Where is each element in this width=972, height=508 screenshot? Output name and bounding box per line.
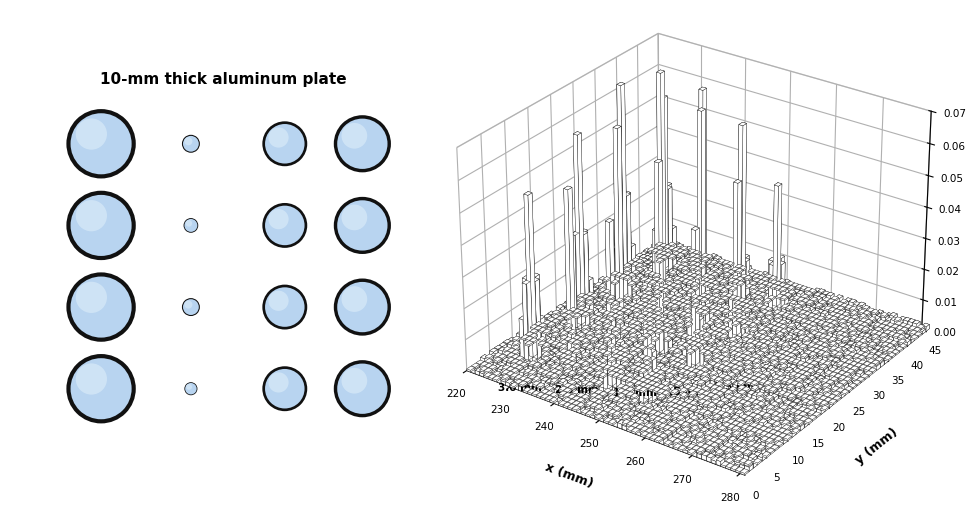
Circle shape: [183, 136, 199, 152]
Circle shape: [76, 200, 107, 231]
Circle shape: [268, 128, 289, 148]
Circle shape: [71, 113, 131, 174]
Circle shape: [333, 115, 391, 172]
Circle shape: [76, 363, 107, 395]
Circle shape: [71, 195, 131, 256]
Circle shape: [341, 368, 367, 394]
Circle shape: [66, 354, 136, 424]
Circle shape: [265, 369, 304, 408]
Circle shape: [333, 360, 391, 417]
Circle shape: [265, 288, 304, 327]
Circle shape: [185, 219, 197, 232]
Circle shape: [268, 291, 289, 311]
Circle shape: [337, 200, 388, 250]
Circle shape: [265, 124, 304, 164]
Circle shape: [183, 299, 199, 315]
Text: 10-mm thick aluminum plate: 10-mm thick aluminum plate: [100, 72, 347, 87]
Circle shape: [333, 278, 391, 336]
Circle shape: [265, 206, 304, 245]
Circle shape: [337, 282, 388, 332]
Circle shape: [341, 286, 367, 312]
Circle shape: [262, 284, 307, 330]
Circle shape: [337, 119, 388, 169]
Circle shape: [337, 364, 388, 414]
Circle shape: [262, 203, 307, 248]
X-axis label: x (mm): x (mm): [543, 460, 595, 490]
Circle shape: [66, 109, 136, 178]
Circle shape: [76, 282, 107, 313]
Circle shape: [268, 372, 289, 393]
Circle shape: [71, 276, 131, 338]
Circle shape: [66, 190, 136, 260]
Circle shape: [341, 123, 367, 149]
Circle shape: [182, 298, 200, 316]
Circle shape: [262, 366, 307, 411]
Y-axis label: y (mm): y (mm): [852, 425, 900, 467]
Circle shape: [71, 358, 131, 419]
Circle shape: [185, 382, 197, 395]
Circle shape: [66, 272, 136, 342]
Circle shape: [268, 209, 289, 229]
Circle shape: [182, 135, 200, 153]
Circle shape: [186, 384, 192, 390]
Circle shape: [185, 301, 192, 308]
Circle shape: [341, 205, 367, 230]
Circle shape: [185, 383, 196, 395]
Circle shape: [185, 137, 192, 145]
Circle shape: [76, 118, 107, 150]
Circle shape: [333, 197, 391, 254]
Circle shape: [186, 220, 192, 227]
Circle shape: [184, 218, 198, 233]
Circle shape: [262, 121, 307, 166]
